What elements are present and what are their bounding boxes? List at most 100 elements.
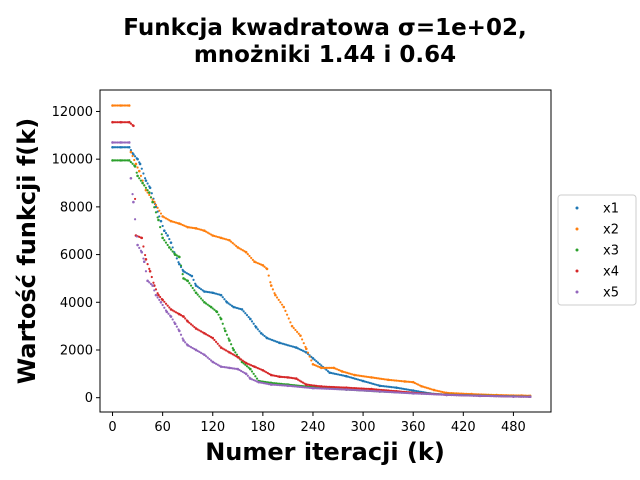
data-point <box>275 382 278 385</box>
data-point <box>151 200 154 204</box>
data-point <box>285 313 289 316</box>
data-point <box>308 355 311 358</box>
data-point <box>178 255 181 259</box>
data-point <box>288 384 291 388</box>
data-point <box>377 388 380 391</box>
data-point <box>250 320 254 323</box>
data-point <box>320 387 323 390</box>
data-point <box>281 342 285 345</box>
data-point <box>166 218 169 221</box>
data-point <box>199 330 203 333</box>
data-point <box>113 146 116 149</box>
data-point <box>150 275 153 279</box>
data-point <box>124 146 127 149</box>
data-point <box>213 338 216 342</box>
data-point <box>186 320 189 323</box>
data-point <box>169 248 173 251</box>
data-point <box>290 384 293 388</box>
data-point <box>334 367 337 370</box>
data-point <box>169 315 173 318</box>
data-point <box>311 386 315 390</box>
data-point <box>301 386 305 389</box>
data-point <box>111 141 114 144</box>
data-point <box>375 388 378 391</box>
data-point <box>288 376 291 379</box>
data-point <box>159 219 163 223</box>
data-point <box>392 379 395 382</box>
x-tick-label: 480 <box>501 420 526 435</box>
data-point <box>175 257 178 260</box>
data-point <box>250 256 253 260</box>
data-point <box>153 206 156 209</box>
data-point <box>323 385 326 388</box>
data-point <box>221 322 224 325</box>
data-point <box>146 189 149 192</box>
data-point <box>303 386 306 389</box>
data-point <box>233 243 236 246</box>
data-point <box>380 388 383 392</box>
data-point <box>316 361 320 364</box>
data-point <box>273 382 276 385</box>
data-point <box>236 355 240 359</box>
data-point <box>465 394 468 397</box>
data-point <box>398 379 401 383</box>
data-point <box>349 372 352 375</box>
data-point <box>273 383 276 386</box>
data-point <box>435 393 438 396</box>
data-point <box>353 373 357 377</box>
data-point <box>296 330 299 333</box>
data-point <box>196 328 199 331</box>
legend-marker-x3 <box>575 248 579 252</box>
data-point <box>194 291 198 295</box>
data-point <box>280 342 283 345</box>
data-point <box>245 365 249 368</box>
data-point <box>144 270 148 273</box>
data-point <box>240 358 243 361</box>
data-point <box>181 337 184 340</box>
legend-label-x3: x3 <box>603 244 619 259</box>
data-point <box>340 386 343 389</box>
data-point <box>245 314 249 317</box>
data-point <box>129 122 133 125</box>
legend-marker-x2 <box>575 227 579 231</box>
data-point <box>373 390 376 393</box>
data-point <box>291 345 295 348</box>
data-point <box>351 373 354 376</box>
y-axis-ticks: 0 2000 4000 6000 8000 10000 12000 <box>52 105 100 406</box>
data-point <box>377 377 380 380</box>
data-point <box>269 338 272 341</box>
data-point <box>299 334 302 337</box>
data-point <box>214 235 218 238</box>
data-point <box>304 347 308 351</box>
data-point <box>192 278 195 281</box>
data-point <box>189 284 193 287</box>
data-point <box>208 232 211 235</box>
data-point <box>255 377 259 380</box>
data-point <box>383 385 386 388</box>
data-point <box>411 392 415 395</box>
data-point <box>326 387 330 390</box>
data-point <box>216 363 219 366</box>
data-point <box>326 385 330 388</box>
data-point <box>417 392 420 395</box>
data-point <box>214 340 218 343</box>
data-point <box>129 149 133 152</box>
data-point <box>360 374 363 378</box>
data-point <box>378 384 382 388</box>
data-point <box>138 246 141 249</box>
data-point <box>132 200 135 204</box>
data-point <box>144 186 148 189</box>
data-point <box>213 234 216 238</box>
data-point <box>184 278 187 281</box>
data-point <box>160 233 163 236</box>
data-point <box>386 378 390 382</box>
data-point <box>171 220 174 223</box>
data-point <box>365 380 368 384</box>
data-point <box>133 155 137 158</box>
data-point <box>437 393 440 396</box>
data-point <box>263 334 266 338</box>
data-point <box>144 177 147 180</box>
data-point <box>346 386 350 389</box>
data-point <box>168 306 171 309</box>
data-point <box>335 372 338 376</box>
